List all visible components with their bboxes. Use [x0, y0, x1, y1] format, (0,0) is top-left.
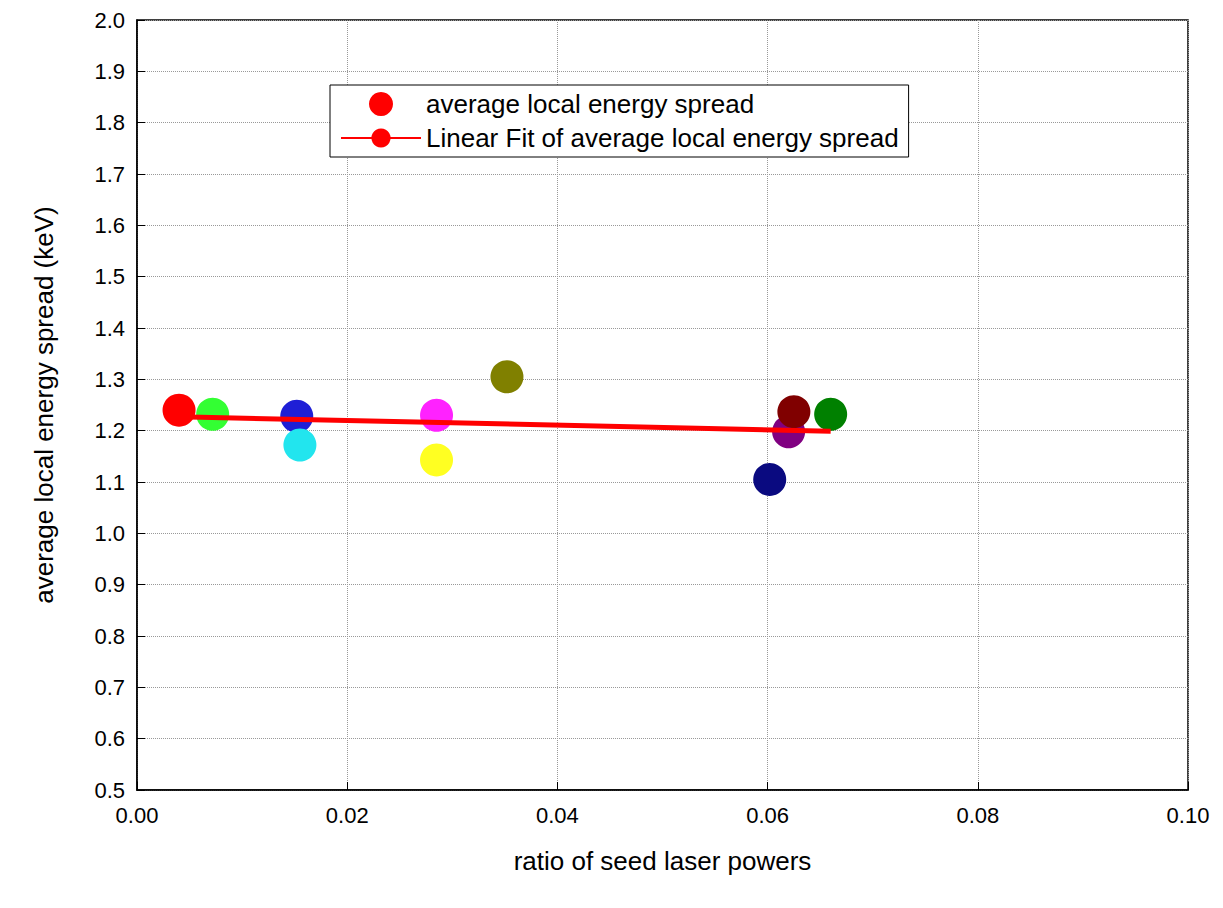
svg-text:1.3: 1.3 [94, 367, 125, 392]
svg-text:0.08: 0.08 [956, 803, 999, 828]
svg-text:1.0: 1.0 [94, 521, 125, 546]
svg-text:1.8: 1.8 [94, 110, 125, 135]
svg-text:0.7: 0.7 [94, 675, 125, 700]
svg-text:1.2: 1.2 [94, 418, 125, 443]
svg-text:average local energy spread: average local energy spread [426, 89, 754, 119]
svg-text:2.0: 2.0 [94, 8, 125, 33]
svg-text:0.5: 0.5 [94, 778, 125, 803]
svg-text:0.06: 0.06 [746, 803, 789, 828]
svg-text:1.7: 1.7 [94, 162, 125, 187]
svg-text:average local energy spread (k: average local energy spread (keV) [29, 206, 59, 603]
svg-text:1.9: 1.9 [94, 59, 125, 84]
svg-text:0.8: 0.8 [94, 624, 125, 649]
svg-text:0.00: 0.00 [116, 803, 159, 828]
svg-text:0.10: 0.10 [1167, 803, 1210, 828]
svg-text:0.9: 0.9 [94, 572, 125, 597]
svg-text:1.4: 1.4 [94, 316, 125, 341]
svg-text:0.04: 0.04 [536, 803, 579, 828]
svg-text:Linear Fit of average local en: Linear Fit of average local energy sprea… [426, 123, 899, 153]
svg-text:ratio of seed laser powers: ratio of seed laser powers [514, 846, 812, 876]
svg-text:1.6: 1.6 [94, 213, 125, 238]
svg-text:0.6: 0.6 [94, 726, 125, 751]
svg-text:1.5: 1.5 [94, 264, 125, 289]
svg-text:0.02: 0.02 [326, 803, 369, 828]
svg-text:1.1: 1.1 [94, 470, 125, 495]
